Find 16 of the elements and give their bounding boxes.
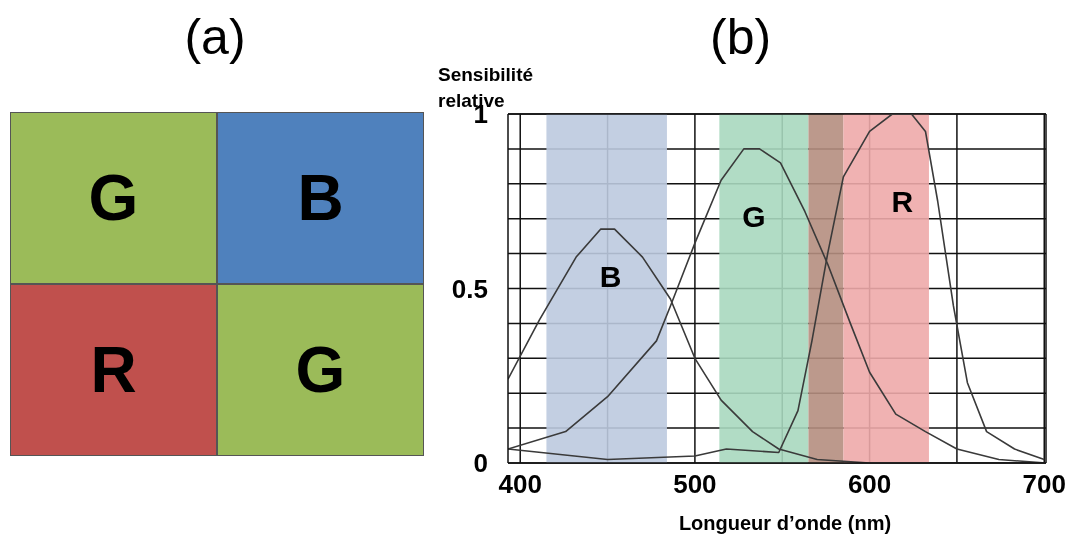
x-tick-label: 600 (847, 469, 892, 500)
category-label: B (297, 161, 344, 235)
chart-title: (b) (710, 8, 772, 66)
series-label: R (891, 185, 914, 218)
category-label: G (295, 333, 346, 407)
series-label: B (599, 260, 622, 294)
series-label: G (742, 199, 766, 233)
x-tick-label: 700 (1022, 469, 1066, 500)
x-tick-label: 400 (498, 469, 542, 500)
y-tick-label: 0.5 (451, 273, 488, 304)
category-label: G (88, 161, 139, 235)
y-tick-label: 0 (473, 448, 488, 479)
category-label: R (90, 333, 137, 407)
x-axis-title: Longueur d’onde (nm) (677, 512, 893, 535)
x-tick-label: 500 (673, 469, 717, 500)
text: (a) (183, 8, 247, 66)
